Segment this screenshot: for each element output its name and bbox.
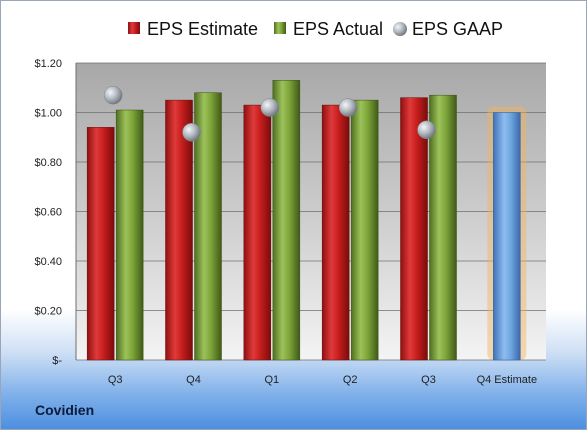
company-name: Covidien xyxy=(35,402,95,418)
y-axis: $- $0.20 $0.40 $0.60 $0.80 $1.00 $1.20 xyxy=(34,58,77,367)
bar-eps-estimate xyxy=(165,99,193,361)
point-eps-gaap xyxy=(417,120,436,140)
y-tick-label: $0.20 xyxy=(34,306,62,318)
y-tick-label: $1.20 xyxy=(34,58,62,70)
bar-eps-forecast xyxy=(493,112,521,361)
bar-eps-actual xyxy=(350,99,379,361)
legend-swatch-actual xyxy=(274,22,286,34)
legend: EPS Estimate EPS Actual EPS GAAP xyxy=(128,19,503,39)
gaap-points xyxy=(103,85,436,142)
x-tick-label: Q2 xyxy=(343,374,358,386)
bar-eps-actual xyxy=(429,94,457,361)
legend-label: EPS Actual xyxy=(293,19,383,39)
point-eps-gaap xyxy=(182,123,201,142)
point-eps-gaap xyxy=(103,85,123,105)
y-tick-label: $0.80 xyxy=(34,157,62,169)
bar-eps-estimate xyxy=(400,97,428,361)
x-tick-label: Q4 Estimate xyxy=(477,374,538,386)
legend-label: EPS GAAP xyxy=(412,19,503,39)
x-tick-label: Q4 xyxy=(186,374,201,386)
gridlines xyxy=(76,62,546,361)
x-tick-label: Q3 xyxy=(108,374,123,386)
y-tick-label: $0.40 xyxy=(34,256,62,268)
bar-eps-actual xyxy=(115,109,144,361)
point-eps-gaap xyxy=(260,98,280,117)
x-tick-label: Q3 xyxy=(421,374,436,386)
bar-eps-actual xyxy=(272,80,301,361)
point-eps-gaap xyxy=(338,98,358,117)
legend-swatch-estimate xyxy=(128,22,140,34)
x-axis: Q3 Q4 Q1 Q2 Q3 Q4 Estimate xyxy=(108,374,537,386)
legend-label: EPS Estimate xyxy=(147,19,258,39)
bar-eps-estimate xyxy=(86,127,115,361)
bar-eps-estimate xyxy=(243,104,272,361)
y-tick-label: $1.00 xyxy=(34,108,62,120)
y-tick-label: $- xyxy=(52,355,62,367)
bars xyxy=(86,80,527,361)
legend-swatch-gaap xyxy=(393,22,407,36)
bar-eps-estimate xyxy=(321,104,350,361)
y-tick-label: $0.60 xyxy=(34,207,62,219)
x-tick-label: Q1 xyxy=(264,374,279,386)
